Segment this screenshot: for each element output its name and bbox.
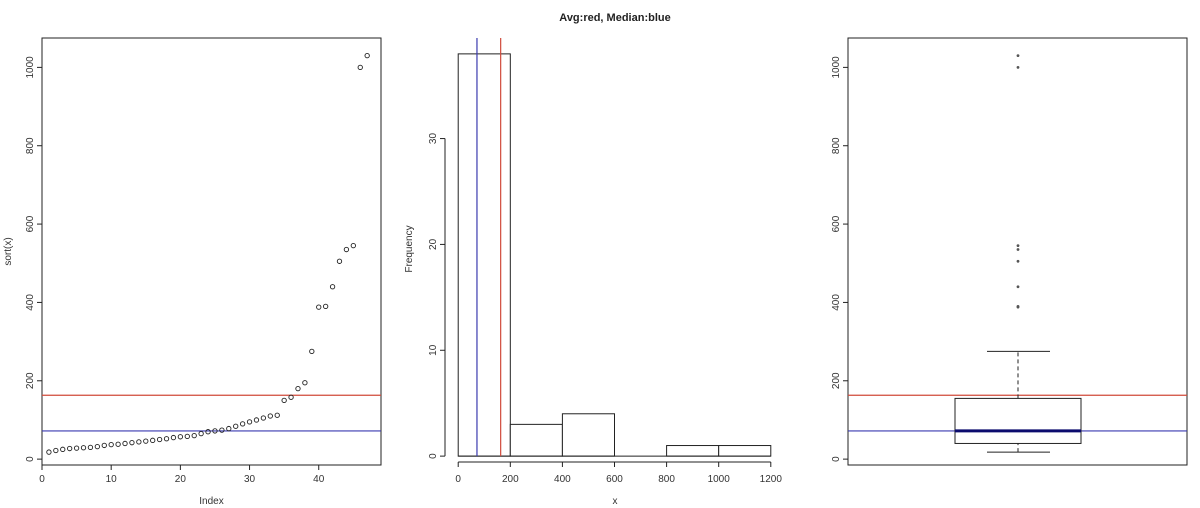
scatter-point <box>73 445 80 451</box>
histogram-y-axis-title: Frequency <box>404 225 415 272</box>
scatter-point <box>260 415 267 421</box>
scatter-point <box>226 425 232 432</box>
scatter-point <box>94 443 100 450</box>
scatter-point <box>67 445 73 452</box>
scatter-y-tick-label: 600 <box>25 215 36 232</box>
scatter-plot-frame <box>41 37 382 466</box>
scatter-point <box>302 380 308 386</box>
histogram-y-tick-label: 10 <box>428 344 439 356</box>
scatter-point <box>60 446 66 452</box>
scatter-point <box>205 429 211 435</box>
histogram-panel: 0 200 400 600 800 1000 1200 0 10 20 30 x Frequency <box>404 38 782 507</box>
scatter-y-tick-label: 200 <box>25 372 36 389</box>
scatter-point <box>143 438 149 444</box>
scatter-x-tick-label: 40 <box>313 474 325 485</box>
scatter-point <box>122 440 128 447</box>
scatter-y-tick-label: 1000 <box>25 56 36 79</box>
histogram-x-tick-label: 1200 <box>760 474 783 485</box>
scatter-y-axis-title: sort(x) <box>3 237 14 265</box>
boxplot-outlier <box>1016 54 1020 58</box>
scatter-point <box>170 434 177 441</box>
boxplot-y-tick-label: 400 <box>831 294 842 311</box>
scatter-point <box>364 52 370 59</box>
scatter-point <box>87 444 94 451</box>
boxplot-outlier <box>1016 65 1020 69</box>
scatter-point <box>281 397 287 404</box>
scatter-point <box>357 64 363 71</box>
scatter-point <box>274 412 280 418</box>
boxplot-y-tick-label: 800 <box>831 137 842 154</box>
histogram-x-tick-label: 600 <box>606 474 623 485</box>
boxplot-panel: 0 200 400 600 800 1000 <box>831 37 1188 466</box>
histogram-x-tick-label: 200 <box>502 474 519 485</box>
boxplot-outlier <box>1016 259 1020 263</box>
scatter-x-axis-title: Index <box>199 496 223 507</box>
scatter-point <box>323 303 329 309</box>
scatter-point <box>46 449 52 455</box>
boxplot-y-tick-label: 1000 <box>831 56 842 79</box>
histogram-x-tick-label: 800 <box>658 474 675 485</box>
scatter-point <box>115 441 121 447</box>
scatter-point <box>316 304 322 310</box>
scatter-point <box>101 442 107 449</box>
scatter-point <box>80 445 87 451</box>
boxplot-outlier <box>1016 304 1020 308</box>
scatter-point <box>136 439 142 445</box>
scatter-point <box>156 436 163 443</box>
scatter-point <box>350 242 356 249</box>
scatter-x-tick-label: 30 <box>244 474 256 485</box>
scatter-point <box>309 348 315 355</box>
boxplot-outlier <box>1016 244 1020 248</box>
scatter-point <box>177 434 184 440</box>
histogram-bar <box>509 423 563 457</box>
histogram-bar <box>457 53 511 457</box>
histogram-bar <box>561 413 615 457</box>
histogram-bar <box>666 445 720 457</box>
scatter-point <box>295 385 301 392</box>
boxplot-y-tick-label: 200 <box>831 372 842 389</box>
scatter-y-tick-label: 400 <box>25 294 36 311</box>
histogram-x-tick-label: 400 <box>554 474 571 485</box>
scatter-point <box>219 427 225 433</box>
scatter-point <box>288 394 294 400</box>
scatter-y-tick-label: 800 <box>25 137 36 154</box>
scatter-point <box>329 284 336 290</box>
scatter-x-tick-label: 0 <box>39 474 45 485</box>
scatter-point <box>53 447 59 454</box>
boxplot-box <box>954 397 1082 444</box>
scatter-x-tick-label: 20 <box>175 474 187 485</box>
scatter-point <box>233 423 239 429</box>
scatter-point <box>163 436 170 442</box>
scatter-point <box>239 421 246 427</box>
histogram-y-tick-label: 20 <box>428 238 439 250</box>
figure-title: Avg:red, Median:blue <box>559 12 670 24</box>
scatter-point <box>150 437 156 443</box>
scatter-point <box>212 428 218 434</box>
scatter-point <box>253 417 260 423</box>
scatter-point <box>191 432 197 439</box>
boxplot-outlier <box>1016 285 1020 289</box>
histogram-x-tick-label: 1000 <box>708 474 731 485</box>
scatter-point <box>336 258 343 264</box>
scatter-point <box>184 433 190 440</box>
scatter-y-tick-label: 0 <box>25 456 36 462</box>
histogram-y-tick-label: 30 <box>428 133 439 145</box>
boxplot-y-tick-label: 600 <box>831 215 842 232</box>
histogram-x-tick-label: 0 <box>455 474 461 485</box>
boxplot-frame <box>847 37 1188 466</box>
scatter-point <box>343 246 350 253</box>
scatter-x-tick-label: 10 <box>106 474 118 485</box>
scatter-point <box>246 419 253 425</box>
scatter-point <box>267 413 273 419</box>
scatter-point <box>198 431 204 437</box>
scatter-point <box>129 440 135 446</box>
histogram-y-tick-label: 0 <box>428 453 439 459</box>
scatter-point <box>108 441 114 448</box>
histogram-bar <box>718 445 772 457</box>
boxplot-outlier <box>1016 248 1020 251</box>
boxplot-y-tick-label: 0 <box>831 456 842 462</box>
histogram-x-axis-title: x <box>613 496 618 507</box>
